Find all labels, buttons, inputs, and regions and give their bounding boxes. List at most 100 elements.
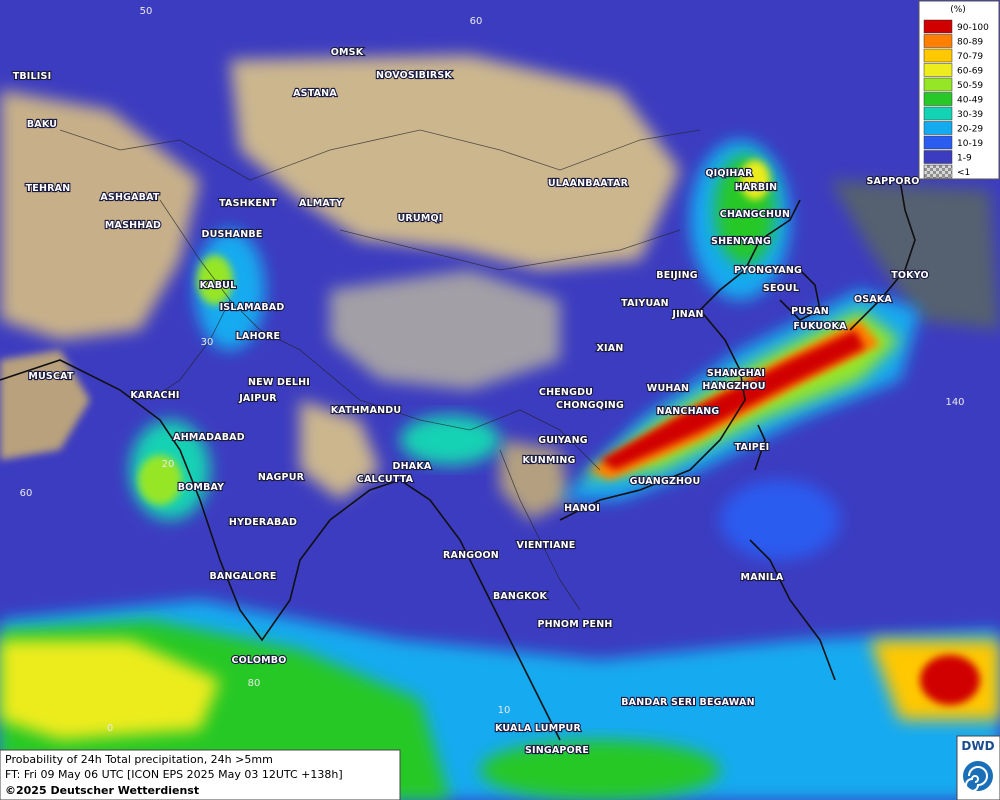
legend-swatch xyxy=(923,34,953,48)
caption-box xyxy=(0,749,401,800)
city-label: QIQIHAR xyxy=(705,168,753,179)
legend-label: 90-100 xyxy=(957,23,989,33)
city-label: URUMQI xyxy=(397,213,442,224)
labels: OMSK NOVOSIBIRSK TBILISI ASTANA BAKU TEHRAN AS… xyxy=(12,6,965,757)
city-label: KARACHI xyxy=(130,390,179,401)
city-label: MASHHAD xyxy=(105,220,161,231)
city-label: CHENGDU xyxy=(539,387,593,398)
legend-swatch xyxy=(923,106,953,121)
legend-label: 40-49 xyxy=(957,96,983,106)
city-label: MANILA xyxy=(741,572,784,583)
city-label: BANDAR SERI BEGAWAN xyxy=(621,697,755,708)
precip-area xyxy=(0,90,200,340)
city-label: FUKUOKA xyxy=(793,321,847,332)
city-label: SEOUL xyxy=(763,283,799,294)
precip-area xyxy=(0,350,90,460)
precip-area xyxy=(400,415,500,465)
legend-swatch xyxy=(923,48,953,63)
city-label: TAIPEI xyxy=(735,442,770,453)
caption: Probability of 24h Total precipitation, … xyxy=(0,749,401,800)
city-label: HANGZHOU xyxy=(702,381,765,392)
city-label: CALCUTTA xyxy=(357,474,414,485)
grid-label: 80 xyxy=(248,678,261,689)
city-label: ISLAMABAD xyxy=(220,302,285,313)
city-label: TASHKENT xyxy=(219,198,277,209)
city-label: BANGALORE xyxy=(209,571,276,582)
grid-label: 30 xyxy=(201,337,214,348)
legend-swatch xyxy=(923,164,953,179)
city-label: TBILISI xyxy=(13,71,52,82)
city-label: COLOMBO xyxy=(231,655,286,666)
city-label: ULAANBAATAR xyxy=(548,178,629,189)
legend-label: 80-89 xyxy=(957,38,983,48)
city-label: DUSHANBE xyxy=(201,229,262,240)
city-label: TAIYUAN xyxy=(621,298,669,309)
city-label: KATHMANDU xyxy=(331,405,402,416)
grid-label: 140 xyxy=(945,397,964,408)
legend-swatch xyxy=(923,150,953,164)
precip-area xyxy=(500,440,570,520)
precip-area xyxy=(230,55,680,270)
city-label: GUANGZHOU xyxy=(630,476,701,487)
city-label: VIENTIANE xyxy=(517,540,576,551)
legend-label: 70-79 xyxy=(957,52,983,62)
grid-label: 0 xyxy=(107,723,113,734)
city-label: SHENYANG xyxy=(711,236,771,247)
city-label: BEIJING xyxy=(656,270,697,281)
city-label: JAIPUR xyxy=(238,393,277,404)
grid-label: 60 xyxy=(470,16,483,27)
city-label: NEW DELHI xyxy=(248,377,310,388)
precip-area xyxy=(0,640,220,740)
city-label: BAKU xyxy=(27,119,57,130)
city-label: PUSAN xyxy=(791,306,829,317)
city-label: HARBIN xyxy=(735,182,778,193)
precip-area xyxy=(330,270,560,390)
legend-label: 1-9 xyxy=(957,154,972,164)
city-label: LAHORE xyxy=(236,331,280,342)
precip-area xyxy=(300,400,380,500)
city-label: OMSK xyxy=(331,47,364,58)
legend-swatch xyxy=(923,135,953,150)
dwd-logo: DWD xyxy=(956,735,1000,800)
logo-swirl xyxy=(965,766,988,792)
city-label: ALMATY xyxy=(299,198,343,209)
city-label: BANGKOK xyxy=(493,591,548,602)
legend-label: 60-69 xyxy=(957,67,983,77)
precip-area xyxy=(720,480,840,560)
city-label: HYDERABAD xyxy=(229,517,297,528)
city-label: SHANGHAI xyxy=(707,368,765,379)
city-label: ASHGABAT xyxy=(100,192,160,203)
precip-area xyxy=(920,655,980,705)
legend-label: 10-19 xyxy=(957,139,983,149)
city-label: DHAKA xyxy=(393,461,432,472)
legend-swatch xyxy=(923,19,953,34)
coastline xyxy=(0,179,916,741)
grid-label: 60 xyxy=(20,488,33,499)
legend-label: 20-29 xyxy=(957,125,983,135)
caption-line: FT: Fri 09 May 06 UTC [ICON EPS 2025 May… xyxy=(5,768,343,781)
city-label: TOKYO xyxy=(891,270,929,281)
city-label: GUIYANG xyxy=(538,435,588,446)
city-label: JINAN xyxy=(671,309,703,320)
grid-label: 10 xyxy=(498,705,511,716)
grid-label: 20 xyxy=(162,459,175,470)
city-label: CHONGQING xyxy=(556,400,624,411)
precip-area xyxy=(600,330,865,470)
city-label: XIAN xyxy=(597,343,624,354)
city-label: SAPPORO xyxy=(867,176,920,187)
city-label: BOMBAY xyxy=(178,482,225,493)
city-label: NOVOSIBIRSK xyxy=(376,70,452,81)
caption-line: Probability of 24h Total precipitation, … xyxy=(5,753,273,766)
city-label: SINGAPORE xyxy=(525,745,589,756)
city-label: AHMADABAD xyxy=(173,432,245,443)
legend-swatch xyxy=(923,63,953,77)
legend-title: (%) xyxy=(950,5,966,15)
city-label: PYONGYANG xyxy=(734,265,802,276)
legend-swatch xyxy=(923,92,953,106)
logo-text: DWD xyxy=(961,739,994,753)
legend-label: <1 xyxy=(957,168,970,178)
city-label: PHNOM PENH xyxy=(537,619,612,630)
city-label: WUHAN xyxy=(647,383,689,394)
city-label: KUALA LUMPUR xyxy=(495,723,581,734)
